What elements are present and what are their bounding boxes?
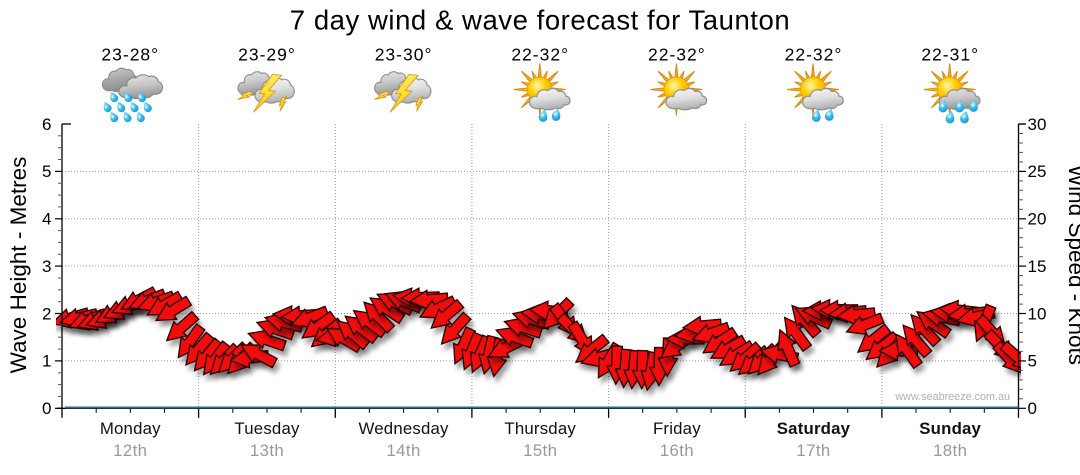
- svg-text:18th: 18th: [933, 441, 967, 460]
- svg-text:6: 6: [42, 115, 51, 134]
- svg-text:7 day wind & wave forecast for: 7 day wind & wave forecast for Taunton: [290, 4, 790, 35]
- svg-text:Saturday: Saturday: [777, 419, 851, 438]
- svg-text:13th: 13th: [250, 441, 284, 460]
- svg-text:Wind Speed - Knots: Wind Speed - Knots: [1064, 165, 1080, 365]
- svg-text:2: 2: [42, 304, 51, 323]
- svg-text:4: 4: [42, 210, 51, 229]
- svg-text:22-32°: 22-32°: [648, 45, 706, 65]
- svg-text:Sunday: Sunday: [919, 419, 981, 438]
- svg-text:22-31°: 22-31°: [921, 45, 979, 65]
- svg-text:Wednesday: Wednesday: [359, 419, 450, 438]
- svg-text:25: 25: [1028, 162, 1047, 181]
- svg-text:23-30°: 23-30°: [375, 45, 433, 65]
- svg-text:20: 20: [1028, 210, 1047, 229]
- svg-text:22-32°: 22-32°: [511, 45, 569, 65]
- svg-text:5: 5: [42, 162, 51, 181]
- svg-text:17th: 17th: [796, 441, 830, 460]
- svg-text:14th: 14th: [386, 441, 420, 460]
- svg-text:12th: 12th: [113, 441, 147, 460]
- svg-text:0: 0: [1028, 399, 1037, 418]
- svg-text:15th: 15th: [523, 441, 557, 460]
- svg-text:23-29°: 23-29°: [238, 45, 296, 65]
- svg-text:23-28°: 23-28°: [101, 45, 159, 65]
- svg-text:30: 30: [1028, 115, 1047, 134]
- svg-text:5: 5: [1028, 352, 1037, 371]
- svg-text:22-32°: 22-32°: [785, 45, 843, 65]
- svg-text:Monday: Monday: [100, 419, 161, 438]
- svg-text:16th: 16th: [660, 441, 694, 460]
- svg-text:Wave Height - Metres: Wave Height - Metres: [6, 157, 31, 374]
- svg-text:www.seabreeze.com.au: www.seabreeze.com.au: [894, 391, 1010, 403]
- svg-text:1: 1: [42, 352, 51, 371]
- svg-text:0: 0: [42, 399, 51, 418]
- svg-text:Tuesday: Tuesday: [234, 419, 300, 438]
- svg-text:15: 15: [1028, 257, 1047, 276]
- svg-text:Friday: Friday: [653, 419, 701, 438]
- svg-text:Thursday: Thursday: [504, 419, 576, 438]
- svg-text:10: 10: [1028, 304, 1047, 323]
- svg-text:3: 3: [42, 257, 51, 276]
